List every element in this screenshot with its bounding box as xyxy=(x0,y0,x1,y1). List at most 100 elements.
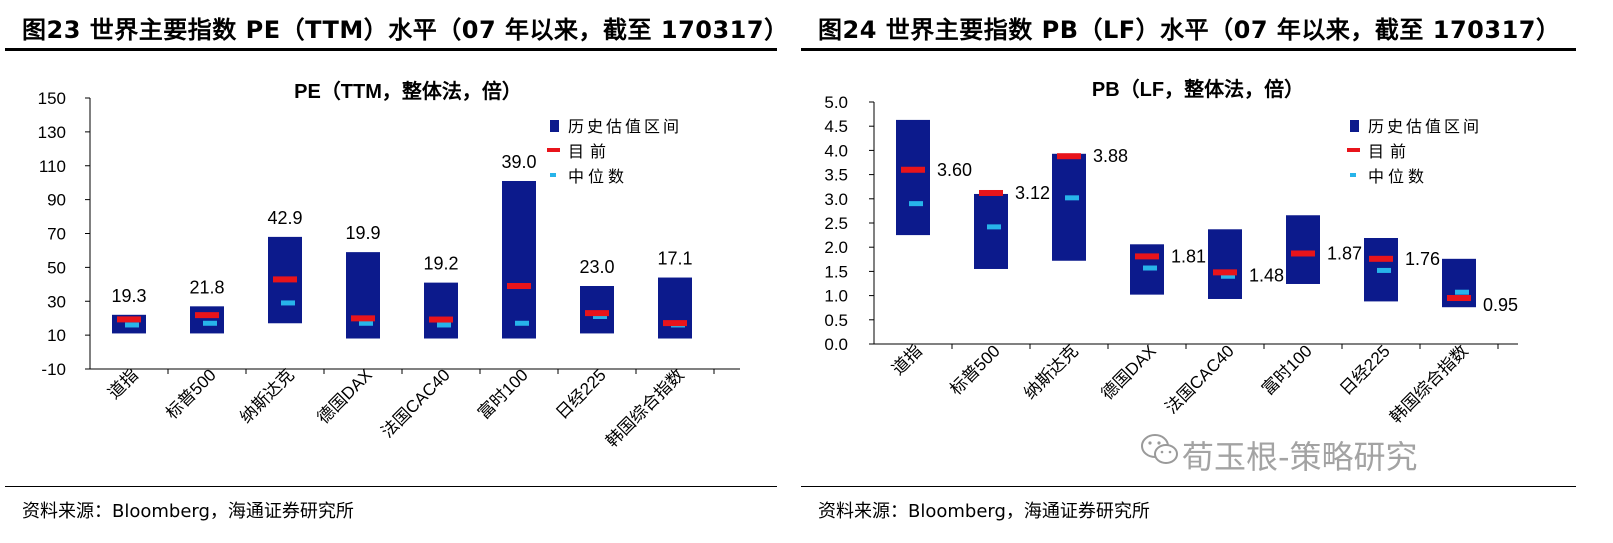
pb-range-bar-2 xyxy=(1052,153,1086,261)
pe-current-marker-6 xyxy=(585,310,609,317)
pb-y-tick-label: 3.5 xyxy=(824,166,848,185)
pe-median-marker-1 xyxy=(203,320,217,326)
pb-panel: 图24 世界主要指数 PB（LF）水平（07 年以来，截至 170317） PB… xyxy=(796,0,1613,543)
pb-source: 资料来源：Bloomberg，海通证券研究所 xyxy=(818,501,1150,522)
pe-legend-range-label: 历史估值区间 xyxy=(568,118,682,136)
pb-y-tick-label: 0.0 xyxy=(824,335,848,354)
pb-y-tick-label: 1.5 xyxy=(824,262,848,281)
pb-current-marker-2 xyxy=(1057,153,1081,160)
pb-data-label-4: 1.48 xyxy=(1249,265,1284,285)
pe-title-rule xyxy=(5,48,777,51)
pe-legend-current-swatch xyxy=(547,148,560,152)
pb-range-bar-4 xyxy=(1208,229,1242,299)
pb-median-marker-1 xyxy=(987,224,1001,230)
pe-range-bar-6 xyxy=(580,286,614,334)
pe-median-marker-6 xyxy=(593,313,607,319)
pe-legend-median-swatch xyxy=(550,173,556,177)
pb-category-label-5: 富时100 xyxy=(1258,341,1316,399)
pe-current-marker-0 xyxy=(117,316,141,323)
pe-range-bar-7 xyxy=(658,277,692,339)
pb-median-marker-6 xyxy=(1377,267,1391,273)
pb-category-label-4: 法国CAC40 xyxy=(1162,341,1238,417)
pb-legend-current-swatch xyxy=(1347,148,1360,152)
pe-source: 资料来源：Bloomberg，海通证券研究所 xyxy=(22,501,354,522)
pe-chart-title: PE（TTM，整体法，倍） xyxy=(294,79,522,103)
pe-median-marker-3 xyxy=(359,320,373,326)
pb-chart: PB（LF，整体法，倍） 0.0 0.5 1.0 1.5 2.0 2.5 3.0 3.5 4.0 4… xyxy=(824,77,1518,427)
pb-data-label-1: 3.12 xyxy=(1015,183,1050,203)
pb-range-bar-1 xyxy=(974,193,1008,269)
pe-current-marker-4 xyxy=(429,316,453,323)
pb-category-label-1: 标普500 xyxy=(946,341,1004,399)
pb-y-tick-label: 4.0 xyxy=(824,141,848,160)
pe-range-bar-4 xyxy=(424,282,458,339)
pb-y-tick-label: 3.0 xyxy=(824,190,848,209)
pe-data-label-4: 19.2 xyxy=(423,254,458,274)
pb-range-bar-0 xyxy=(896,119,930,236)
pe-figure-title: 图23 世界主要指数 PE（TTM）水平（07 年以来，截至 170317） xyxy=(22,16,789,44)
pb-category-label-0: 道指 xyxy=(888,341,925,378)
pe-category-label-2: 纳斯达克 xyxy=(236,365,298,427)
pe-legend-current-label: 目前 xyxy=(568,143,612,161)
pe-category-label-5: 富时100 xyxy=(474,365,532,423)
pe-y-tick-label: 110 xyxy=(39,157,66,176)
pe-current-marker-2 xyxy=(273,276,297,283)
pe-range-bar-5 xyxy=(502,180,536,339)
pe-category-label-4: 法国CAC40 xyxy=(378,365,454,441)
pe-legend-median-label: 中位数 xyxy=(568,168,628,186)
pb-y-tick-label: 2.0 xyxy=(824,238,848,257)
pb-median-marker-2 xyxy=(1065,195,1079,201)
pe-data-label-0: 19.3 xyxy=(111,286,146,306)
pb-range-bar-5 xyxy=(1286,215,1320,284)
pb-median-marker-7 xyxy=(1455,289,1469,295)
pb-source-rule xyxy=(801,486,1576,487)
pb-legend-range-swatch xyxy=(1350,120,1359,132)
pb-data-label-0: 3.60 xyxy=(937,160,972,180)
pe-data-label-7: 17.1 xyxy=(657,249,692,269)
pb-current-marker-7 xyxy=(1447,295,1471,302)
pe-category-label-0: 道指 xyxy=(104,365,141,402)
pe-y-tick-label: 90 xyxy=(47,191,66,210)
pb-legend-median-label: 中位数 xyxy=(1368,168,1428,186)
pb-legend-current-label: 目前 xyxy=(1368,143,1412,161)
pb-category-label-6: 日经225 xyxy=(1336,341,1394,399)
pb-data-label-7: 0.95 xyxy=(1483,295,1518,315)
pe-current-marker-1 xyxy=(195,312,219,319)
pb-figure-title: 图24 世界主要指数 PB（LF）水平（07 年以来，截至 170317） xyxy=(818,16,1561,44)
pb-category-label-7: 韩国综合指数 xyxy=(1386,341,1472,427)
pb-median-marker-0 xyxy=(909,201,923,207)
pe-legend-range-swatch xyxy=(550,120,559,132)
pb-y-tick-label: 5.0 xyxy=(824,93,848,112)
pb-category-label-3: 德国DAX xyxy=(1098,341,1160,403)
pb-median-marker-3 xyxy=(1143,265,1157,271)
pb-current-marker-3 xyxy=(1135,253,1159,260)
pe-category-label-6: 日经225 xyxy=(552,365,610,423)
pe-y-tick-label: 50 xyxy=(47,258,66,277)
pe-median-marker-2 xyxy=(281,300,295,306)
pe-chart: PE（TTM，整体法，倍） -10 10 30 50 70 90 110 130 150 19.3 道… xyxy=(38,79,740,451)
pe-y-tick-label: 70 xyxy=(47,225,66,244)
pe-current-marker-5 xyxy=(507,283,531,290)
pe-y-tick-label: 130 xyxy=(38,123,66,142)
pe-y-tick-label: 10 xyxy=(47,326,66,345)
pe-data-label-1: 21.8 xyxy=(189,277,224,297)
pe-y-tick-label: -10 xyxy=(41,360,66,379)
pb-data-label-6: 1.76 xyxy=(1405,249,1440,269)
pe-panel: 图23 世界主要指数 PE（TTM）水平（07 年以来，截至 170317） P… xyxy=(0,0,790,543)
pb-current-marker-4 xyxy=(1213,269,1237,276)
pb-data-label-3: 1.81 xyxy=(1171,246,1206,266)
pe-data-label-3: 19.9 xyxy=(345,223,380,243)
pe-category-label-7: 韩国综合指数 xyxy=(602,365,688,451)
pb-y-tick-label: 4.5 xyxy=(824,117,848,136)
pe-y-tick-label: 150 xyxy=(38,89,66,108)
pe-category-label-1: 标普500 xyxy=(162,365,220,423)
watermark-text: 荀玉根-策略研究 xyxy=(1182,438,1418,476)
pb-chart-title: PB（LF，整体法，倍） xyxy=(1092,77,1304,101)
pe-median-marker-4 xyxy=(437,322,451,328)
pb-median-marker-4 xyxy=(1221,273,1235,279)
pe-source-rule xyxy=(5,486,777,487)
wechat-icon xyxy=(1141,434,1178,464)
pe-median-marker-0 xyxy=(125,322,139,328)
pb-y-tick-label: 0.5 xyxy=(824,311,848,330)
pb-y-tick-label: 2.5 xyxy=(824,214,848,233)
